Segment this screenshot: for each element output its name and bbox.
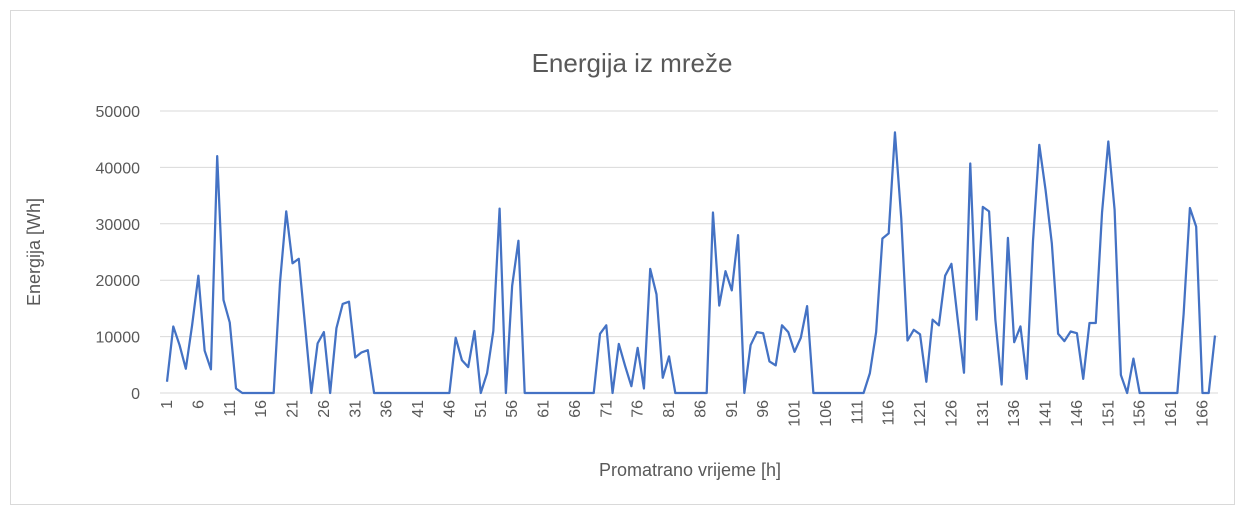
x-tick-label: 71 — [598, 400, 615, 418]
data-line — [165, 131, 1217, 395]
x-tick-label: 151 — [1100, 400, 1117, 427]
x-tick-label: 56 — [504, 400, 521, 418]
x-axis-label: Promatrano vrijeme [h] — [599, 460, 781, 480]
y-tick-label: 50000 — [96, 104, 141, 121]
x-tick-label: 156 — [1132, 400, 1149, 427]
x-tick-label: 61 — [536, 400, 553, 418]
x-tick-label: 46 — [441, 400, 458, 418]
y-tick-label: 0 — [131, 386, 140, 403]
x-tick-label: 166 — [1194, 400, 1211, 427]
y-tick-label: 30000 — [96, 217, 141, 234]
y-tick-label: 40000 — [96, 160, 141, 177]
x-tick-label: 21 — [285, 400, 302, 418]
x-tick-label: 91 — [724, 400, 741, 418]
x-tick-label: 141 — [1038, 400, 1055, 427]
x-tick-label: 116 — [881, 400, 898, 426]
x-tick-label: 81 — [661, 400, 678, 418]
x-tick-label: 146 — [1069, 400, 1086, 427]
x-tick-label: 26 — [316, 400, 333, 418]
x-tick-label: 86 — [692, 400, 709, 418]
x-tick-label: 96 — [755, 400, 772, 418]
x-tick-label: 31 — [347, 400, 364, 418]
x-tick-label: 121 — [912, 400, 929, 427]
x-tick-label: 66 — [567, 400, 584, 418]
x-tick-label: 36 — [379, 400, 396, 418]
x-tick-label: 76 — [630, 400, 647, 418]
x-tick-label: 6 — [190, 400, 207, 409]
x-tick-label: 111 — [849, 400, 866, 424]
y-axis-label: Energija [Wh] — [24, 198, 44, 306]
x-tick-label: 131 — [975, 400, 992, 427]
chart-border — [10, 10, 1235, 505]
x-tick-label: 11 — [222, 400, 239, 417]
x-tick-label: 161 — [1163, 400, 1180, 427]
x-tick-label: 136 — [1006, 400, 1023, 427]
x-tick-label: 106 — [818, 400, 835, 427]
y-tick-label: 20000 — [96, 273, 141, 290]
x-tick-label: 16 — [253, 400, 270, 418]
x-tick-label: 1 — [159, 400, 176, 409]
x-tick-label: 101 — [787, 400, 804, 427]
x-tick-label: 51 — [473, 400, 490, 418]
x-tick-label: 126 — [943, 400, 960, 427]
y-tick-label: 10000 — [96, 330, 141, 347]
x-tick-label: 41 — [410, 400, 427, 418]
chart-title: Energija iz mreže — [532, 48, 733, 78]
